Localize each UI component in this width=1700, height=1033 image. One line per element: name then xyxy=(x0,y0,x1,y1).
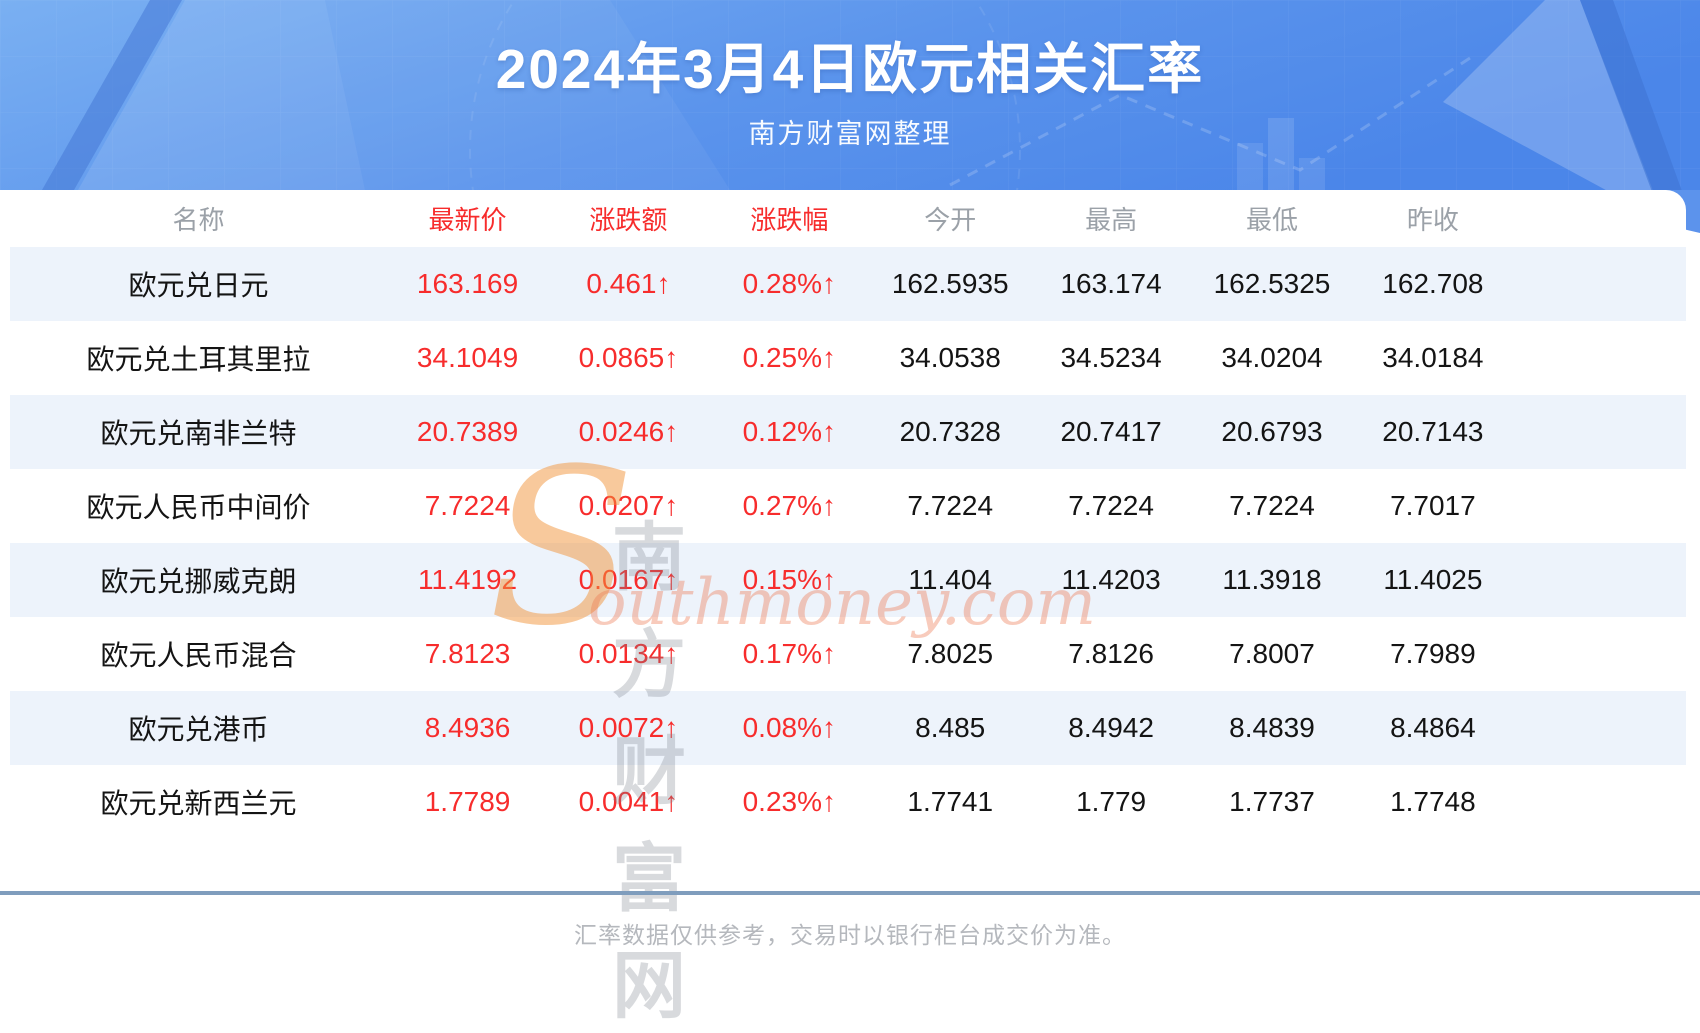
cell-prev_close: 20.7143 xyxy=(1382,416,1484,447)
table-row: 欧元人民币中间价 7.7224 0.0207↑ 0.27%↑ 7.7224 7.7224 7… xyxy=(10,469,1686,543)
decor-bar xyxy=(1237,143,1263,190)
decor-bar xyxy=(1268,118,1294,190)
cell-prev_close: 7.7017 xyxy=(1390,490,1476,521)
header-grid-pattern xyxy=(0,0,1700,190)
decor-circle xyxy=(469,0,1021,240)
cell-prev_close: 34.0184 xyxy=(1382,342,1484,373)
decor-left-prism-face xyxy=(78,0,365,190)
cell-change_pct: 0.08%↑ xyxy=(742,712,837,743)
cell-latest: 7.7224 xyxy=(424,490,511,521)
cell-change: 0.0041↑ xyxy=(578,786,679,817)
decor-right-prism-face xyxy=(1443,0,1665,222)
cell-change: 0.0134↑ xyxy=(578,638,679,669)
cell-name: 欧元兑新西兰元 xyxy=(100,788,297,819)
cell-open: 7.8025 xyxy=(907,638,994,669)
decor-trend-line xyxy=(949,56,1471,187)
cell-open: 162.5935 xyxy=(891,268,1009,299)
cell-prev_close: 8.4864 xyxy=(1390,712,1476,743)
table-row: 欧元兑新西兰元 1.7789 0.0041↑ 0.23%↑ 1.7741 1.779 1.7… xyxy=(10,765,1686,839)
cell-low: 162.5325 xyxy=(1213,268,1331,299)
column-header-3: 涨跌幅 xyxy=(750,205,829,235)
cell-prev_close: 7.7989 xyxy=(1390,638,1476,669)
cell-change: 0.0865↑ xyxy=(578,342,679,373)
cell-prev_close: 11.4025 xyxy=(1383,564,1483,595)
column-header-4: 今开 xyxy=(924,205,977,235)
cell-change: 0.0072↑ xyxy=(578,712,679,743)
cell-name: 欧元兑挪威克朗 xyxy=(100,566,297,597)
table-row: 欧元人民币混合 7.8123 0.0134↑ 0.17%↑ 7.8025 7.8126 7.… xyxy=(10,617,1686,691)
cell-high: 163.174 xyxy=(1060,268,1162,299)
cell-change: 0.0167↑ xyxy=(578,564,679,595)
cell-low: 20.6793 xyxy=(1221,416,1323,447)
cell-low: 7.7224 xyxy=(1229,490,1315,521)
decor-left-prism-face2 xyxy=(325,0,730,190)
cell-latest: 20.7389 xyxy=(416,416,519,447)
cell-low: 8.4839 xyxy=(1229,712,1315,743)
cell-name: 欧元兑港币 xyxy=(128,714,269,745)
cell-change_pct: 0.15%↑ xyxy=(742,564,837,595)
cell-high: 11.4203 xyxy=(1061,564,1161,595)
cell-high: 1.779 xyxy=(1076,786,1147,817)
cell-open: 34.0538 xyxy=(899,342,1001,373)
cell-change_pct: 0.23%↑ xyxy=(742,786,837,817)
cell-latest: 34.1049 xyxy=(416,342,519,373)
cell-change_pct: 0.28%↑ xyxy=(742,268,837,299)
column-header-0: 名称 xyxy=(172,205,225,235)
cell-low: 7.8007 xyxy=(1229,638,1315,669)
cell-high: 8.4942 xyxy=(1068,712,1154,743)
page-title: 2024年3月4日欧元相关汇率 xyxy=(495,38,1205,100)
column-header-6: 最低 xyxy=(1245,205,1298,235)
cell-open: 11.404 xyxy=(908,564,992,595)
decor-left-prism-edge xyxy=(42,0,182,190)
column-header-7: 昨收 xyxy=(1406,205,1459,235)
cell-change_pct: 0.25%↑ xyxy=(742,342,837,373)
table-header-row: 名称 最新价 涨跌额 涨跌幅 今开 最高 最低 昨收 xyxy=(10,190,1686,247)
column-header-2: 涨跌额 xyxy=(589,205,668,235)
cell-low: 34.0204 xyxy=(1221,342,1323,373)
rates-table: 名称 最新价 涨跌额 涨跌幅 今开 最高 最低 昨收 欧元兑日元 163.169 0.461↑ 0.… xyxy=(10,190,1686,839)
rates-card: 名称 最新价 涨跌额 涨跌幅 今开 最高 最低 昨收 欧元兑日元 163.169 0.461↑ 0.… xyxy=(10,190,1686,1000)
cell-low: 11.3918 xyxy=(1222,564,1322,595)
cell-low: 1.7737 xyxy=(1229,786,1315,817)
cell-latest: 163.169 xyxy=(416,268,519,299)
cell-open: 1.7741 xyxy=(907,786,994,817)
cell-name: 欧元兑日元 xyxy=(128,270,269,301)
cell-change: 0.461↑ xyxy=(586,268,671,299)
table-row: 欧元兑土耳其里拉 34.1049 0.0865↑ 0.25%↑ 34.0538 34.52… xyxy=(10,321,1686,395)
cell-name: 欧元兑南非兰特 xyxy=(100,418,297,449)
cell-open: 7.7224 xyxy=(907,490,994,521)
cell-name: 欧元兑土耳其里拉 xyxy=(86,344,311,375)
page-subtitle: 南方财富网整理 xyxy=(748,119,952,149)
decor-bar xyxy=(1299,158,1325,190)
column-header-1: 最新价 xyxy=(428,205,507,235)
cell-latest: 7.8123 xyxy=(424,638,511,669)
cell-high: 7.8126 xyxy=(1068,638,1154,669)
footer-divider xyxy=(0,891,1700,895)
cell-open: 8.485 xyxy=(915,712,986,743)
table-body: 欧元兑日元 163.169 0.461↑ 0.28%↑ 162.5935 163.174 1… xyxy=(10,247,1686,839)
cell-change_pct: 0.17%↑ xyxy=(742,638,837,669)
table-row: 欧元兑日元 163.169 0.461↑ 0.28%↑ 162.5935 163.174 1… xyxy=(10,247,1686,321)
cell-change: 0.0246↑ xyxy=(578,416,679,447)
cell-change_pct: 0.12%↑ xyxy=(742,416,837,447)
cell-change: 0.0207↑ xyxy=(578,490,679,521)
table-row: 欧元兑港币 8.4936 0.0072↑ 0.08%↑ 8.485 8.4942 8.483… xyxy=(10,691,1686,765)
column-header-5: 最高 xyxy=(1085,205,1138,235)
cell-latest: 8.4936 xyxy=(424,712,511,743)
cell-prev_close: 162.708 xyxy=(1382,268,1484,299)
cell-latest: 1.7789 xyxy=(424,786,511,817)
cell-open: 20.7328 xyxy=(899,416,1001,447)
cell-high: 34.5234 xyxy=(1060,342,1162,373)
disclaimer-text: 汇率数据仅供参考，交易时以银行柜台成交价为准。 xyxy=(574,922,1126,948)
table-row: 欧元兑南非兰特 20.7389 0.0246↑ 0.12%↑ 20.7328 20.741… xyxy=(10,395,1686,469)
cell-high: 7.7224 xyxy=(1068,490,1154,521)
cell-latest: 11.4192 xyxy=(417,564,518,595)
cell-name: 欧元人民币混合 xyxy=(100,640,297,671)
cell-name: 欧元人民币中间价 xyxy=(86,492,311,523)
cell-high: 20.7417 xyxy=(1060,416,1162,447)
table-row: 欧元兑挪威克朗 11.4192 0.0167↑ 0.15%↑ 11.404 11.4203… xyxy=(10,543,1686,617)
cell-prev_close: 1.7748 xyxy=(1390,786,1476,817)
decor-right-prism-edge xyxy=(1580,0,1696,230)
cell-change_pct: 0.27%↑ xyxy=(742,490,837,521)
